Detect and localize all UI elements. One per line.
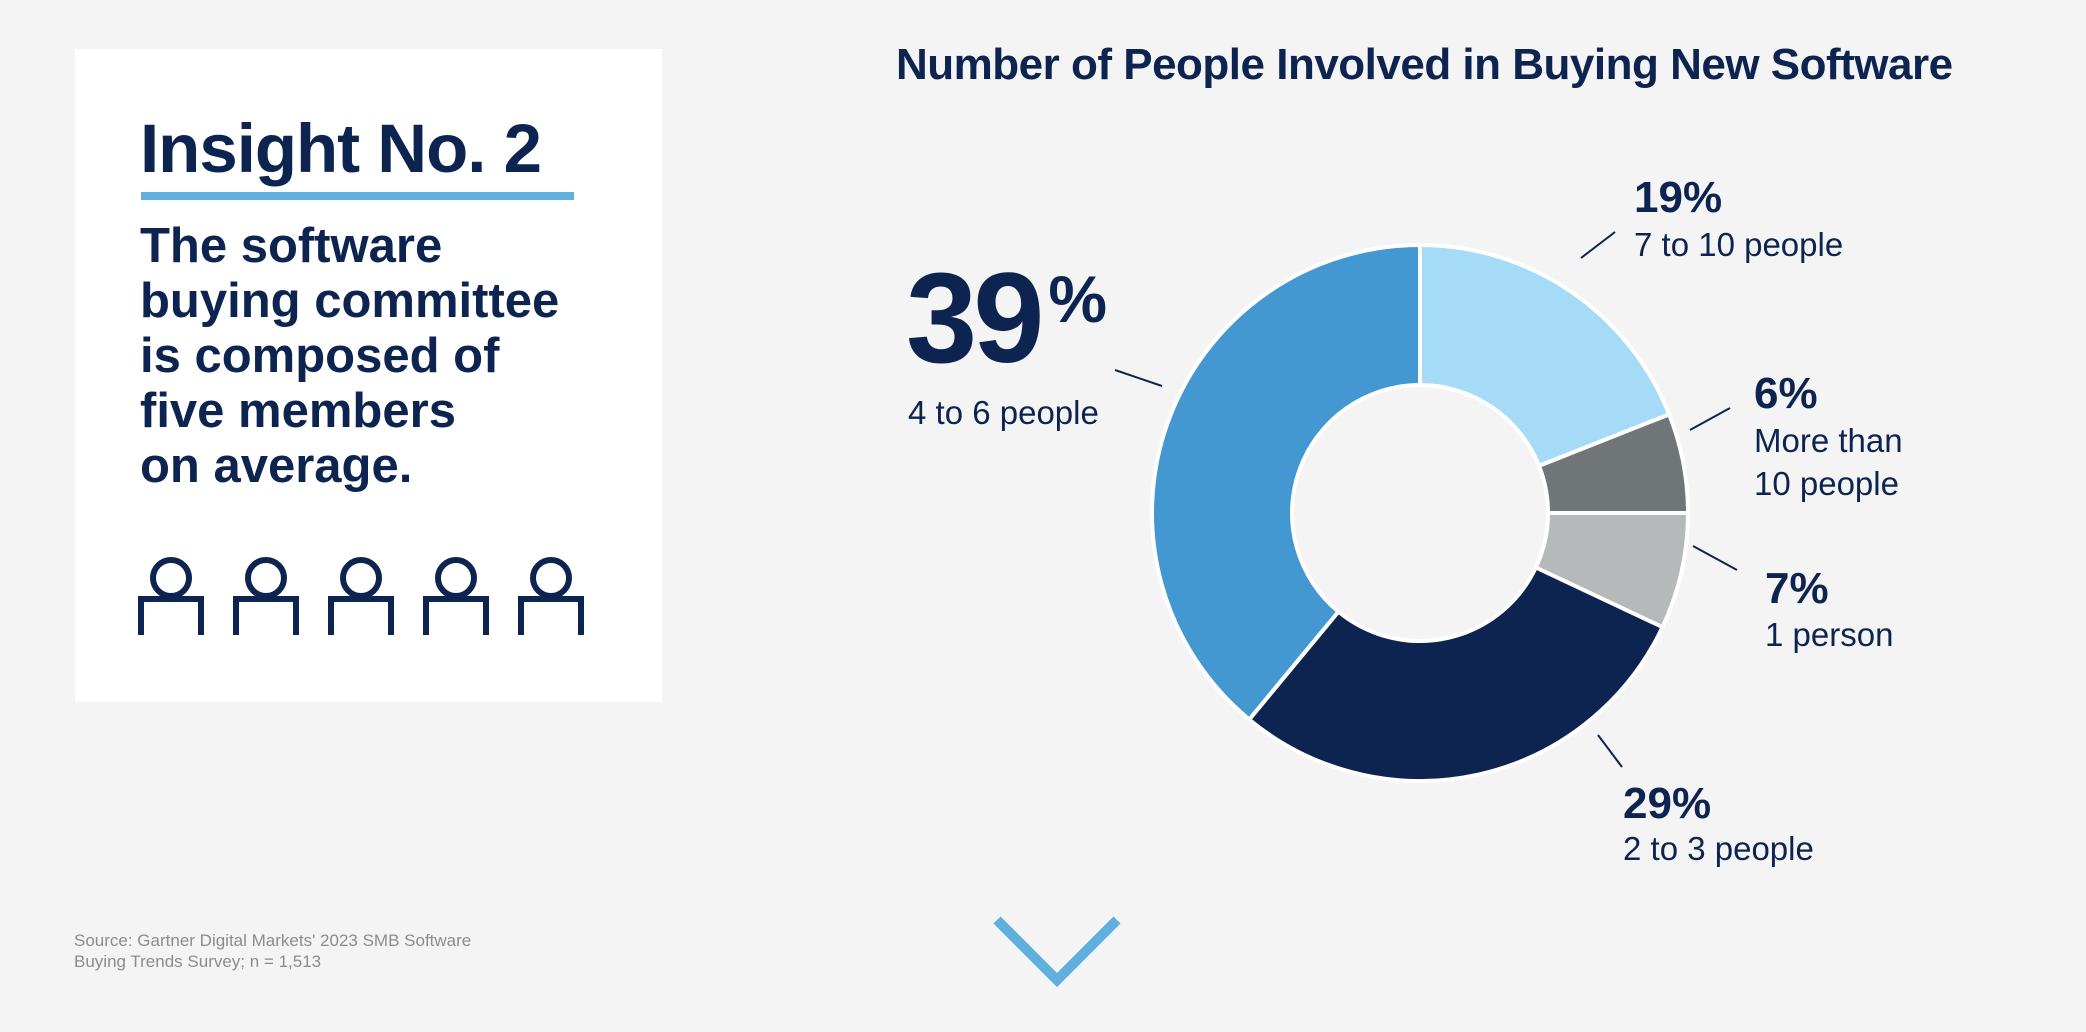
insight-statement-line: five members bbox=[140, 384, 456, 438]
leader-line bbox=[1114, 369, 1163, 387]
person-icon bbox=[138, 557, 204, 635]
slice-category-label: 2 to 3 people bbox=[1623, 830, 1814, 867]
insight-statement-line: is composed of bbox=[140, 329, 500, 383]
committee-members-icons bbox=[137, 557, 597, 637]
person-icon bbox=[518, 557, 584, 635]
person-icon bbox=[423, 557, 489, 635]
insight-statement: The software buying committee is compose… bbox=[140, 219, 640, 494]
leader-line bbox=[1692, 545, 1738, 571]
slice-category-label: 10 people bbox=[1754, 465, 1899, 502]
slice-percent-label: 19% bbox=[1634, 173, 1722, 222]
slice-percent-label: 6% bbox=[1754, 369, 1818, 418]
insight-statement-line: The software bbox=[140, 219, 443, 273]
leader-line bbox=[1689, 407, 1731, 431]
insight-card: Insight No. 2 The software buying commit… bbox=[75, 49, 662, 702]
insight-title-underline bbox=[141, 192, 574, 200]
leader-line bbox=[1597, 734, 1623, 768]
slice-category-label: 1 person bbox=[1765, 616, 1893, 653]
source-note-line: Source: Gartner Digital Markets' 2023 SM… bbox=[74, 931, 472, 950]
insight-statement-line: buying committee bbox=[140, 274, 560, 328]
donut-slice bbox=[1418, 242, 1672, 469]
slice-percent-label: 29% bbox=[1623, 779, 1711, 828]
source-note: Source: Gartner Digital Markets' 2023 SM… bbox=[74, 930, 594, 972]
donut-slice bbox=[1150, 242, 1422, 723]
donut-slice bbox=[1246, 564, 1666, 783]
leader-line bbox=[1580, 231, 1616, 259]
slice-percent-label: 39% bbox=[906, 247, 1105, 390]
insight-statement-line: on average. bbox=[140, 439, 413, 493]
person-icon bbox=[233, 557, 299, 635]
slice-category-label: 7 to 10 people bbox=[1634, 226, 1843, 263]
chevron-down-icon[interactable] bbox=[992, 914, 1122, 990]
slice-category-label: More than bbox=[1754, 422, 1903, 459]
person-icon bbox=[328, 557, 394, 635]
slice-percent-label: 7% bbox=[1765, 564, 1829, 613]
slice-category-label: 4 to 6 people bbox=[908, 394, 1099, 431]
insight-title: Insight No. 2 bbox=[140, 110, 542, 187]
chart-title: Number of People Involved in Buying New … bbox=[896, 40, 1953, 89]
source-note-line: Buying Trends Survey; n = 1,513 bbox=[74, 952, 322, 971]
